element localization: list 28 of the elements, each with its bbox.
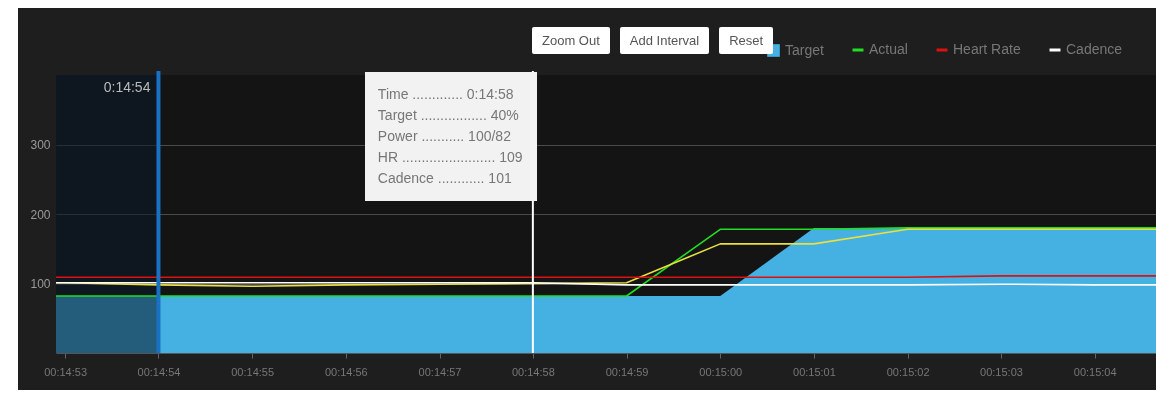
annotation: Cadence ............ 101	[377, 170, 512, 186]
x-tick-label: 00:15:02	[886, 365, 930, 378]
y-tick-label: 200	[30, 207, 51, 222]
y-tick-label: 300	[30, 138, 51, 152]
annotation: HR ........................ 109	[377, 149, 523, 165]
x-tick-label: 00:15:03	[980, 365, 1023, 378]
annotation: Time ............. 0:14:58	[377, 86, 514, 102]
x-tick-label: 00:14:55	[231, 365, 275, 378]
x-tick-label: 00:14:56	[324, 365, 368, 378]
x-tick-label: 00:14:57	[418, 365, 462, 378]
y-tick-label: 100	[30, 277, 51, 291]
text: Zoom Out	[532, 27, 610, 54]
text: Reset	[719, 27, 774, 54]
legend-label: Cadence	[1066, 41, 1123, 57]
legend-label: Heart Rate	[953, 41, 1021, 57]
x-tick-label: 00:15:04	[1073, 365, 1117, 378]
annotation: Power ........... 100/82	[377, 128, 511, 144]
x-tick-label: 00:14:58	[511, 365, 555, 378]
x-tick-label: 00:14:53	[44, 365, 88, 378]
legend-label: Actual	[869, 41, 908, 57]
text: Add Interval	[619, 27, 710, 54]
x-tick-label: 00:14:54	[137, 365, 181, 378]
x-tick-label: 00:15:00	[699, 365, 743, 378]
x-tick-label: 00:15:01	[793, 365, 836, 378]
x-tick-label: 00:14:59	[605, 365, 649, 378]
ref-line-label: 0:14:54	[103, 79, 151, 95]
annotation: Target ................. 40%	[377, 107, 519, 123]
legend-label: Target	[785, 41, 825, 58]
